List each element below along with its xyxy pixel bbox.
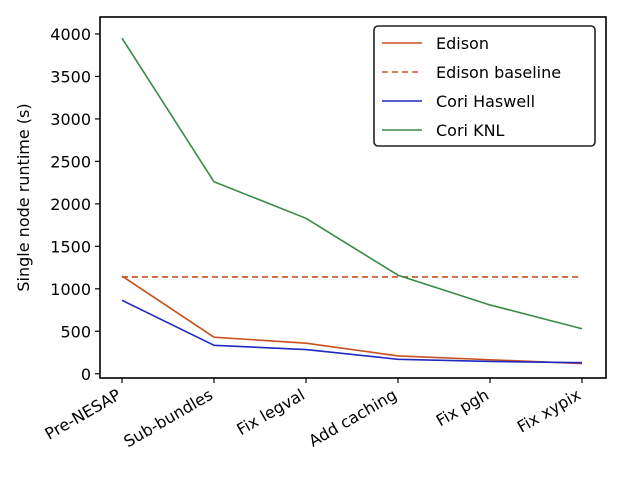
- y-tick-label: 1500: [50, 237, 91, 256]
- x-tick-label: Fix xypix: [514, 385, 584, 436]
- legend: Edison Edison baseline Cori Haswell Cori KN…: [373, 25, 596, 147]
- y-tick-label: 500: [60, 322, 91, 341]
- legend-label: Edison: [436, 34, 489, 53]
- y-tick-label: 3500: [50, 67, 91, 86]
- x-tick-label: Pre-NESAP: [41, 385, 124, 444]
- y-tick-label: 3000: [50, 110, 91, 129]
- legend-box: [373, 25, 596, 147]
- legend-label: Cori KNL: [436, 121, 505, 140]
- x-tick-label: Add caching: [305, 385, 400, 451]
- series-lines: [121, 37, 583, 365]
- legend-label: Edison baseline: [436, 63, 561, 82]
- x-tick-label: Sub-bundles: [120, 385, 216, 451]
- series-line-cori-haswell: [121, 299, 583, 364]
- y-axis-label: Single node runtime (s): [14, 103, 33, 291]
- series-line-edison: [121, 275, 583, 365]
- plot-area-frame: [99, 16, 607, 379]
- y-tick-label: 0: [81, 365, 91, 384]
- series-line-cori-knl: [121, 37, 583, 330]
- legend-label: Cori Haswell: [436, 92, 535, 111]
- y-tick-label: 4000: [50, 25, 91, 44]
- y-tick-label: 1000: [50, 280, 91, 299]
- x-tick-label: Fix legval: [233, 385, 308, 439]
- x-tick-label: Fix pgh: [433, 385, 492, 430]
- y-tick-label: 2000: [50, 195, 91, 214]
- y-tick-label: 2500: [50, 152, 91, 171]
